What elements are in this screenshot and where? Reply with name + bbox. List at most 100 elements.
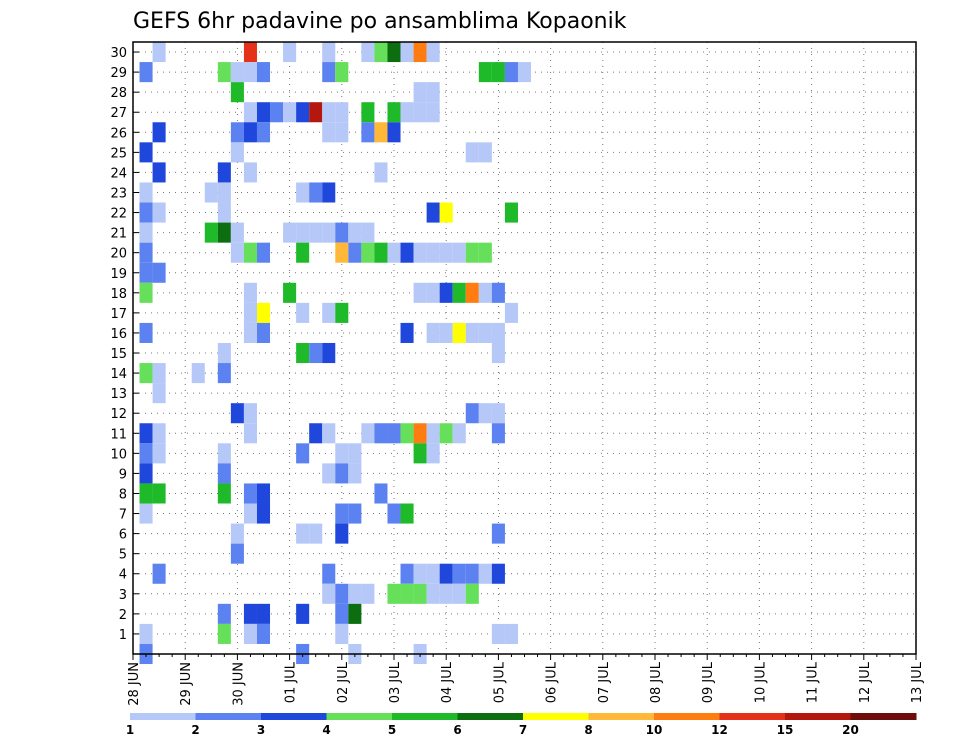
precip-cell	[322, 42, 336, 63]
precip-cell	[139, 463, 153, 484]
precip-cell	[296, 302, 310, 323]
precip-cell	[413, 583, 427, 604]
x-tick-label: 04 JUL	[440, 661, 455, 703]
precip-cell	[413, 242, 427, 263]
precip-cell	[217, 62, 231, 83]
precip-cell	[243, 242, 257, 263]
precip-cell	[309, 102, 323, 123]
precip-cell	[152, 42, 166, 63]
colorbar-label: 7	[519, 723, 527, 737]
precip-cell	[439, 322, 453, 343]
x-tick-label: 05 JUL	[492, 661, 507, 703]
precip-cell	[387, 503, 401, 524]
precip-cell	[387, 242, 401, 263]
precip-cell	[348, 443, 362, 464]
precip-cell	[152, 423, 166, 444]
precip-cell	[348, 463, 362, 484]
precip-cell	[256, 603, 271, 624]
x-tick-label: 12 JUL	[858, 661, 873, 703]
precip-cell	[517, 62, 532, 83]
precip-cell	[465, 403, 479, 424]
precip-cell	[322, 122, 336, 143]
precip-cell	[452, 242, 466, 263]
precip-cell	[322, 62, 336, 83]
precip-cell	[361, 583, 375, 604]
precip-cell	[322, 342, 336, 364]
y-tick-label: 4	[119, 568, 127, 583]
precip-cell	[335, 583, 349, 604]
precip-cell	[230, 82, 244, 103]
precip-cell	[348, 242, 362, 263]
precip-cell	[139, 623, 153, 644]
precip-cell	[361, 222, 375, 243]
precip-cell	[465, 563, 479, 584]
precip-cell	[335, 62, 349, 83]
colorbar-label: 20	[842, 723, 859, 737]
precip-cell	[504, 623, 518, 644]
precip-cell	[335, 523, 349, 544]
precip-cell	[426, 282, 440, 303]
precip-cell	[256, 503, 271, 524]
precip-cell	[230, 523, 244, 544]
precip-cell	[504, 302, 518, 323]
colorbar-label: 2	[191, 723, 199, 737]
colorbar-label: 1	[126, 723, 134, 737]
precip-cell	[296, 342, 310, 364]
precip-cell	[256, 242, 271, 263]
precip-cell	[335, 242, 349, 263]
x-tick-label: 09 JUL	[701, 661, 716, 703]
precip-cell	[335, 503, 349, 524]
precip-cell	[230, 222, 244, 243]
precip-cell	[296, 102, 310, 123]
precip-cell	[256, 102, 271, 123]
precip-cell	[400, 503, 414, 524]
precip-cell	[478, 563, 492, 584]
colorbar-label: 6	[453, 723, 461, 737]
precip-cell	[400, 563, 414, 584]
precip-cell	[400, 583, 414, 604]
colorbar-segment	[785, 713, 851, 720]
precip-cell	[491, 62, 505, 83]
precip-cell	[491, 563, 505, 584]
precip-cell	[426, 443, 440, 464]
x-tick-label: 30 JUN	[231, 662, 246, 706]
colorbar-label: 3	[257, 723, 265, 737]
precip-cell	[152, 563, 166, 584]
precip-cell	[374, 162, 388, 183]
x-tick-label: 29 JUN	[179, 662, 194, 706]
precip-cell	[322, 463, 336, 484]
y-tick-label: 16	[110, 327, 127, 342]
precip-cell	[309, 222, 323, 243]
precip-cell	[374, 423, 388, 444]
precip-cell	[230, 403, 244, 424]
precip-cell	[478, 282, 492, 303]
y-tick-label: 21	[110, 227, 127, 242]
x-tick-label: 10 JUL	[753, 661, 768, 703]
precip-cell	[504, 62, 518, 83]
y-tick-label: 23	[110, 186, 127, 201]
precip-cell	[361, 242, 375, 263]
precip-cell	[256, 322, 271, 343]
x-tick-label: 02 JUL	[336, 661, 351, 703]
precip-cell	[217, 222, 231, 243]
precip-cell	[217, 483, 231, 504]
precip-cell	[283, 42, 297, 63]
precip-cell	[491, 623, 505, 644]
precip-cell	[191, 363, 205, 384]
precip-cell	[152, 162, 166, 183]
precip-cell	[152, 202, 166, 223]
y-tick-label: 2	[119, 608, 127, 623]
precip-cell	[465, 242, 479, 263]
y-tick-label: 10	[110, 447, 127, 462]
precip-cell	[152, 483, 166, 504]
precip-cell	[452, 563, 466, 584]
precip-cell	[256, 302, 271, 323]
y-tick-label: 1	[119, 628, 127, 643]
precip-cell	[217, 603, 231, 624]
precip-cell	[413, 102, 427, 123]
x-tick-label: 03 JUL	[388, 661, 403, 703]
precip-cell	[139, 62, 153, 83]
colorbar-segment	[719, 713, 786, 720]
precip-cell	[256, 62, 271, 83]
y-tick-label: 8	[119, 487, 127, 502]
